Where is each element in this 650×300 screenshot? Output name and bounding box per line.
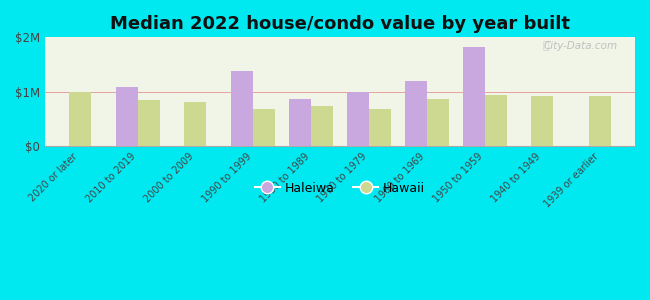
Bar [254,109,275,146]
Bar [590,96,611,146]
Text: City-Data.com: City-Data.com [543,40,618,51]
Bar [185,102,206,146]
Bar [532,96,553,146]
Bar [405,81,427,146]
Bar [231,71,254,146]
Bar [138,100,159,146]
Bar [369,109,391,146]
Bar [289,99,311,146]
Title: Median 2022 house/condo value by year built: Median 2022 house/condo value by year bu… [110,15,570,33]
Text: Ⓢ: Ⓢ [543,40,549,51]
Legend: Haleiwa, Hawaii: Haleiwa, Hawaii [250,177,430,200]
Bar [427,99,448,146]
Bar [347,92,369,146]
Bar [116,87,138,146]
Bar [485,95,506,146]
Bar [463,47,485,146]
Bar [69,92,91,146]
Bar [311,106,333,146]
